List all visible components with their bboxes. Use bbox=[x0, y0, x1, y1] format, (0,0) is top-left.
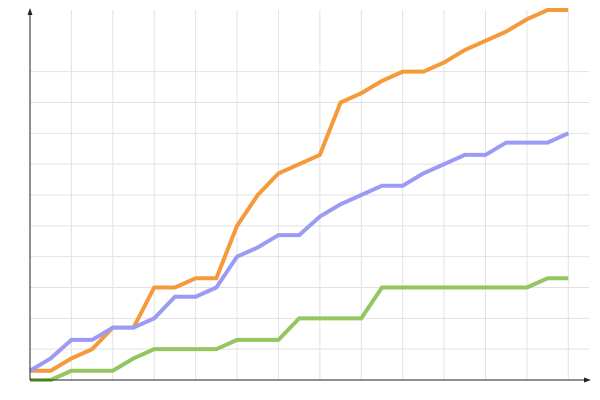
series-line bbox=[30, 276, 569, 382]
lines bbox=[28, 8, 570, 382]
grid bbox=[30, 10, 589, 380]
y-axis-arrow bbox=[27, 8, 33, 15]
x-axis-arrow bbox=[584, 377, 591, 383]
series-line bbox=[28, 131, 570, 373]
